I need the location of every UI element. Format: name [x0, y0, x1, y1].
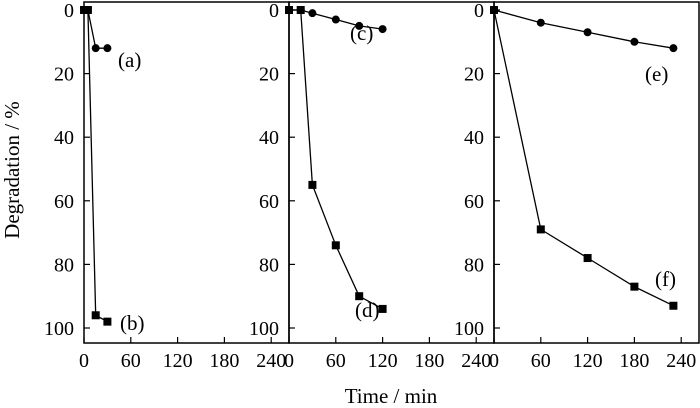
x-tick-label: 240: [256, 350, 286, 372]
data-point-circle: [378, 25, 387, 34]
data-point-circle: [308, 9, 317, 18]
y-tick-label: 80: [464, 254, 484, 276]
data-point-square: [355, 292, 364, 301]
data-point-square: [490, 6, 498, 14]
y-tick-label: 80: [54, 254, 74, 276]
y-tick-label: 80: [259, 254, 279, 276]
x-tick-label: 240: [461, 350, 491, 372]
data-point-circle: [583, 28, 592, 37]
data-point-square: [331, 241, 340, 250]
x-tick-label: 120: [573, 350, 603, 372]
series-label: (a): [118, 48, 141, 72]
data-point-square: [285, 6, 293, 14]
data-point-square: [536, 225, 545, 234]
data-point-square: [669, 301, 678, 310]
data-point-square: [378, 304, 387, 313]
y-tick-label: 100: [249, 318, 279, 340]
series-line: [289, 9, 383, 310]
x-tick-label: 60: [531, 350, 551, 372]
series-line: [84, 9, 108, 323]
y-axis-title: Degradation / %: [0, 101, 24, 239]
x-axis-title: Time / min: [345, 384, 438, 408]
y-tick-label: 100: [44, 318, 74, 340]
x-tick-label: 180: [619, 350, 649, 372]
data-point-circle: [331, 15, 340, 24]
y-tick-label: 0: [64, 0, 74, 22]
series-label: (d): [355, 298, 380, 322]
y-tick-label: 60: [259, 191, 279, 213]
y-tick-label: 60: [464, 191, 484, 213]
y-tick-label: 0: [269, 0, 279, 22]
series-label: (e): [645, 62, 668, 86]
data-point-circle: [91, 44, 100, 53]
x-tick-label: 60: [326, 350, 346, 372]
data-point-circle: [103, 44, 112, 53]
y-tick-label: 20: [259, 64, 279, 86]
y-tick-label: 0: [474, 0, 484, 22]
y-tick-label: 100: [454, 318, 484, 340]
x-tick-label: 240: [666, 350, 696, 372]
data-point-square: [583, 254, 592, 263]
x-tick-label: 0: [79, 350, 89, 372]
panel-frame: [83, 1, 290, 344]
y-tick-label: 20: [54, 64, 74, 86]
data-point-circle: [630, 37, 639, 46]
data-point-square: [308, 180, 317, 189]
x-tick-label: 0: [284, 350, 294, 372]
x-tick-label: 120: [163, 350, 193, 372]
series-line: [493, 9, 674, 49]
series-label: (f): [655, 267, 676, 291]
y-tick-label: 40: [259, 127, 279, 149]
x-tick-label: 60: [121, 350, 141, 372]
data-point-square: [103, 317, 112, 326]
x-tick-label: 180: [414, 350, 444, 372]
y-tick-label: 40: [464, 127, 484, 149]
panel-frame: [288, 1, 495, 344]
data-point-square: [296, 6, 305, 14]
y-tick-label: 60: [54, 191, 74, 213]
data-point-circle: [355, 21, 364, 30]
series-label: (b): [120, 311, 145, 335]
series-label: (c): [350, 21, 373, 45]
data-point-circle: [536, 18, 545, 27]
y-tick-label: 20: [464, 64, 484, 86]
x-tick-label: 180: [209, 350, 239, 372]
panel-1: 0 60 120 180 240 0 20 40 60 80 100 (a) (b): [44, 0, 290, 372]
x-tick-label: 120: [368, 350, 398, 372]
panel-frame: [493, 1, 700, 344]
data-point-square: [630, 282, 639, 291]
x-tick-label: 0: [489, 350, 499, 372]
y-tick-label: 40: [54, 127, 74, 149]
data-point-square: [83, 6, 92, 14]
data-point-circle: [669, 44, 678, 53]
data-point-square: [91, 311, 100, 320]
